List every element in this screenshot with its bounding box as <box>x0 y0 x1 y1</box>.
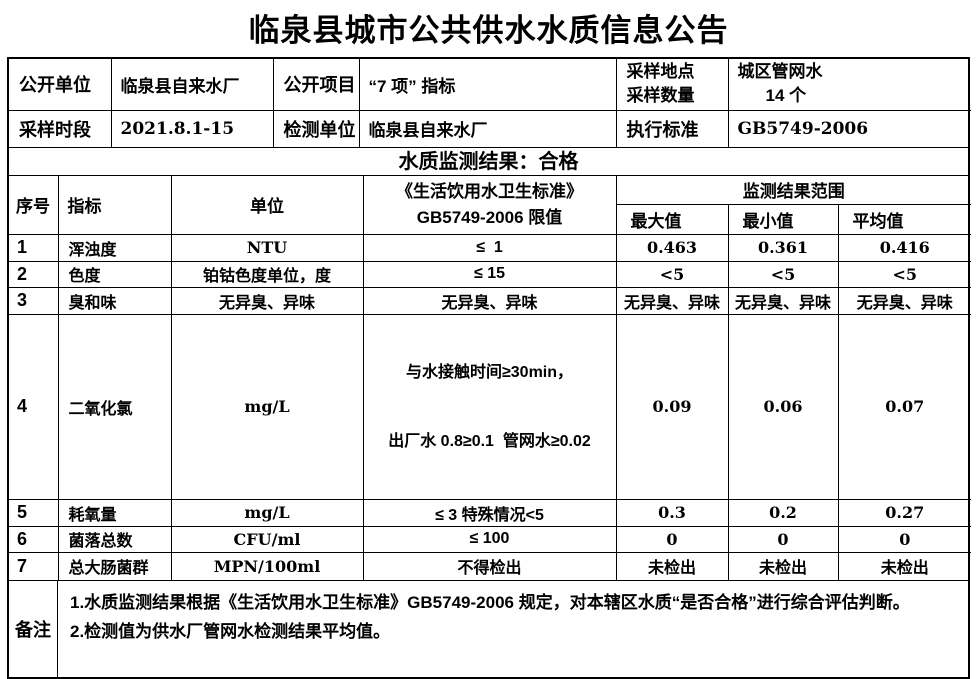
public-unit-value: 临泉县自来水厂 <box>110 59 274 111</box>
row-avg: 0.07 <box>837 313 972 500</box>
header-row-2: 最大值 最小值 平均值 <box>9 203 972 235</box>
row-unit: MPN/100ml <box>170 551 364 580</box>
row-avg: <5 <box>837 260 972 288</box>
row-unit: CFU/ml <box>170 525 364 553</box>
row-min: 0 <box>727 525 839 553</box>
row-limit-line1: 与水接触时间≥30min， <box>405 363 574 381</box>
sampling-site-value: 城区管网水 <box>737 62 823 82</box>
row-avg: 0.416 <box>837 233 972 262</box>
header-no: 序号 <box>9 176 59 235</box>
table-row: 5 耗氧量 mg/L ≤ 3 特殊情况<5 0.3 0.2 0.27 <box>9 498 972 527</box>
row-min: <5 <box>727 260 839 288</box>
row-limit: 不得检出 <box>362 551 617 580</box>
row-unit: mg/L <box>170 498 364 527</box>
table-row: 2 色度 铂钴色度单位，度 ≤ 15 <5 <5 <5 <box>9 260 972 288</box>
header-max: 最大值 <box>616 203 729 235</box>
results-table: 序号 指标 单位 《生活饮用水卫生标准》 GB5749-2006 限值 监测结果… <box>9 176 972 580</box>
row-unit: NTU <box>170 233 364 262</box>
sampling-period-label: 采样时段 <box>9 109 112 147</box>
page-title: 临泉县城市公共供水水质信息公告 <box>248 13 729 48</box>
table-row: 7 总大肠菌群 MPN/100ml 不得检出 未检出 未检出 未检出 <box>9 551 972 580</box>
sampling-site-label: 采样地点 <box>626 62 695 82</box>
testing-unit-value: 临泉县自来水厂 <box>358 109 617 147</box>
row-limit: ≤ 1 <box>362 233 617 262</box>
row-no: 3 <box>9 286 59 315</box>
sampling-count-label: 采样数量 <box>626 86 695 106</box>
remarks-section: 备注 1.水质监测结果根据《生活饮用水卫生标准》GB5749-2006 规定，对… <box>9 580 968 677</box>
row-limit: 无异臭、异味 <box>362 286 617 315</box>
standard-value: GB5749-2006 <box>727 109 971 147</box>
row-max: 0.3 <box>615 498 729 527</box>
row-max: <5 <box>615 260 729 288</box>
row-indicator: 二氧化氯 <box>57 313 172 500</box>
public-project-label: 公开项目 <box>272 59 360 111</box>
testing-unit-label: 检测单位 <box>272 109 360 147</box>
remark-line-2: 2.检测值为供水厂管网水检测结果平均值。 <box>70 622 391 641</box>
header-limit: 《生活饮用水卫生标准》 GB5749-2006 限值 <box>362 176 617 235</box>
monitoring-result-banner: 水质监测结果：合格 <box>9 147 968 176</box>
row-min: 无异臭、异味 <box>727 286 839 315</box>
row-avg: 无异臭、异味 <box>837 286 972 315</box>
table-row: 1 浑浊度 NTU ≤ 1 0.463 0.361 0.416 <box>9 233 972 262</box>
header-result-range: 监测结果范围 <box>615 176 972 205</box>
row-indicator: 色度 <box>57 260 172 288</box>
table-row: 3 臭和味 无异臭、异味 无异臭、异味 无异臭、异味 无异臭、异味 无异臭、异味 <box>9 286 972 315</box>
info-section: 公开单位 临泉县自来水厂 公开项目 “7 项” 指标 采样地点 采样数量 城区管… <box>9 59 971 147</box>
row-min: 0.361 <box>727 233 839 262</box>
header-avg: 平均值 <box>837 203 972 235</box>
sampling-count-value: 14 个 <box>765 86 807 106</box>
row-indicator: 浑浊度 <box>57 233 172 262</box>
row-avg: 0.27 <box>837 498 972 527</box>
info-row-2: 采样时段 2021.8.1-15 检测单位 临泉县自来水厂 执行标准 GB574… <box>9 109 971 147</box>
row-max: 0.09 <box>615 313 729 500</box>
info-row-1: 公开单位 临泉县自来水厂 公开项目 “7 项” 指标 采样地点 采样数量 城区管… <box>9 59 971 111</box>
water-quality-announcement-table: 公开单位 临泉县自来水厂 公开项目 “7 项” 指标 采样地点 采样数量 城区管… <box>7 57 972 679</box>
row-max: 无异臭、异味 <box>615 286 729 315</box>
row-limit: ≤ 100 <box>362 525 617 553</box>
public-unit-label: 公开单位 <box>9 59 112 111</box>
table-row: 4 二氧化氯 mg/L 与水接触时间≥30min， 出厂水 0.8≥0.1 管网… <box>9 313 972 500</box>
sampling-site-count-label: 采样地点 采样数量 <box>615 59 729 111</box>
remarks-label: 备注 <box>9 581 58 677</box>
row-min: 0.06 <box>727 313 839 500</box>
header-limit-line2: GB5749-2006 限值 <box>416 207 563 227</box>
public-project-value: “7 项” 指标 <box>358 59 617 111</box>
row-no: 2 <box>9 260 59 288</box>
header-min: 最小值 <box>727 203 839 235</box>
header-unit: 单位 <box>170 176 364 235</box>
row-max: 未检出 <box>615 551 729 580</box>
header-row-1: 序号 指标 单位 《生活饮用水卫生标准》 GB5749-2006 限值 监测结果… <box>9 176 972 235</box>
row-min: 未检出 <box>727 551 839 580</box>
header-indicator: 指标 <box>57 176 172 235</box>
row-unit: 铂钴色度单位，度 <box>170 260 364 288</box>
sampling-period-value: 2021.8.1-15 <box>110 109 274 147</box>
row-no: 1 <box>9 233 59 262</box>
row-indicator: 总大肠菌群 <box>57 551 172 580</box>
row-avg: 0 <box>837 525 972 553</box>
row-no: 5 <box>9 498 59 527</box>
table-row: 6 菌落总数 CFU/ml ≤ 100 0 0 0 <box>9 525 972 553</box>
remark-line-1: 1.水质监测结果根据《生活饮用水卫生标准》GB5749-2006 规定，对本辖区… <box>70 593 910 612</box>
row-limit-line2: 出厂水 0.8≥0.1 管网水≥0.02 <box>388 432 591 450</box>
row-indicator: 菌落总数 <box>57 525 172 553</box>
row-no: 6 <box>9 525 59 553</box>
remarks-body: 1.水质监测结果根据《生活饮用水卫生标准》GB5749-2006 规定，对本辖区… <box>58 581 968 677</box>
sampling-site-count-value: 城区管网水 14 个 <box>727 59 971 111</box>
standard-label: 执行标准 <box>615 109 729 147</box>
row-avg: 未检出 <box>837 551 972 580</box>
row-no: 4 <box>9 313 59 500</box>
row-max: 0.463 <box>615 233 729 262</box>
row-indicator: 臭和味 <box>57 286 172 315</box>
row-indicator: 耗氧量 <box>57 498 172 527</box>
row-no: 7 <box>9 551 59 580</box>
row-min: 0.2 <box>727 498 839 527</box>
header-limit-line1: 《生活饮用水卫生标准》 <box>396 181 583 201</box>
row-unit: mg/L <box>170 313 364 500</box>
row-max: 0 <box>615 525 729 553</box>
row-unit: 无异臭、异味 <box>170 286 364 315</box>
row-limit: ≤ 15 <box>362 260 617 288</box>
row-limit: ≤ 3 特殊情况<5 <box>362 498 617 527</box>
row-limit: 与水接触时间≥30min， 出厂水 0.8≥0.1 管网水≥0.02 <box>362 313 617 500</box>
